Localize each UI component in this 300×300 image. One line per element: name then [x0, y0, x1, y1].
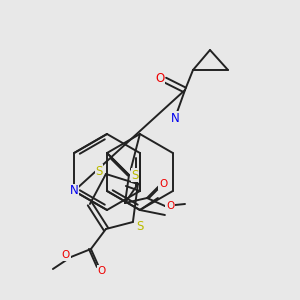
Text: O: O	[155, 73, 165, 85]
Text: S: S	[131, 169, 139, 182]
Text: N: N	[70, 184, 79, 197]
Text: S: S	[136, 220, 144, 232]
Text: N: N	[171, 112, 179, 124]
Text: S: S	[95, 164, 103, 178]
Text: O: O	[62, 250, 70, 260]
Text: O: O	[166, 201, 174, 211]
Text: O: O	[159, 179, 167, 189]
Text: O: O	[98, 266, 106, 276]
